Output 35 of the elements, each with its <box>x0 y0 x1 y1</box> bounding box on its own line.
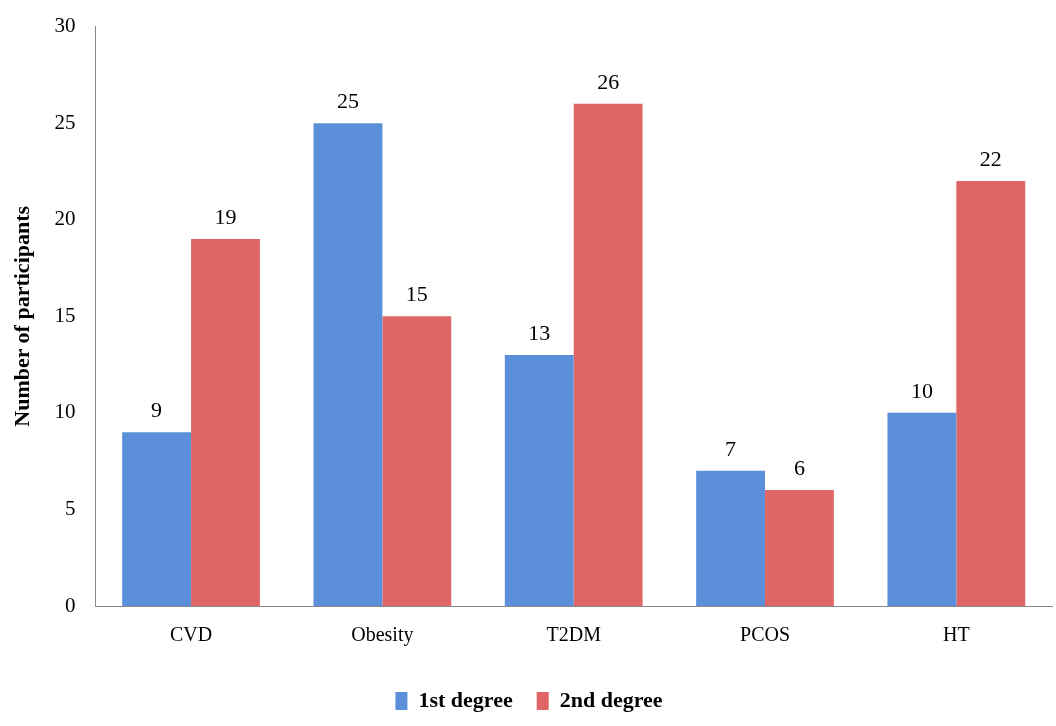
legend-label: 1st degree <box>418 686 513 712</box>
bar <box>696 470 766 606</box>
bar <box>122 432 192 606</box>
x-tick-label: Obesity <box>351 623 414 647</box>
bar <box>504 354 574 606</box>
data-label: 19 <box>214 203 237 229</box>
legend-label: 2nd degree <box>559 686 663 712</box>
data-label: 9 <box>151 396 163 422</box>
y-axis-title: Number of participants <box>8 205 34 427</box>
y-tick-label: 30 <box>54 13 76 38</box>
data-label: 7 <box>725 435 737 461</box>
y-tick-label: 5 <box>64 495 76 520</box>
data-label: 26 <box>597 68 620 94</box>
y-tick-label: 10 <box>54 399 76 424</box>
y-tick-label: 25 <box>54 109 76 134</box>
x-tick-label: CVD <box>169 623 213 646</box>
bar <box>573 103 643 606</box>
bar <box>382 316 452 606</box>
data-label: 25 <box>336 87 359 113</box>
data-label: 10 <box>910 377 933 403</box>
x-tick-label: T2DM <box>546 623 602 646</box>
bar <box>956 181 1026 606</box>
bar <box>887 412 957 606</box>
data-label: 15 <box>405 281 428 307</box>
y-tick-label: 0 <box>64 592 76 617</box>
bar <box>765 490 834 606</box>
y-tick-label: 15 <box>54 302 76 327</box>
bar <box>313 123 383 606</box>
bar <box>191 239 260 606</box>
data-label: 22 <box>979 145 1002 171</box>
y-tick-label: 20 <box>54 206 76 231</box>
data-label: 6 <box>793 454 805 480</box>
x-tick-label: PCOS <box>740 623 791 646</box>
data-label: 13 <box>528 319 551 345</box>
x-tick-label: HT <box>943 623 970 646</box>
